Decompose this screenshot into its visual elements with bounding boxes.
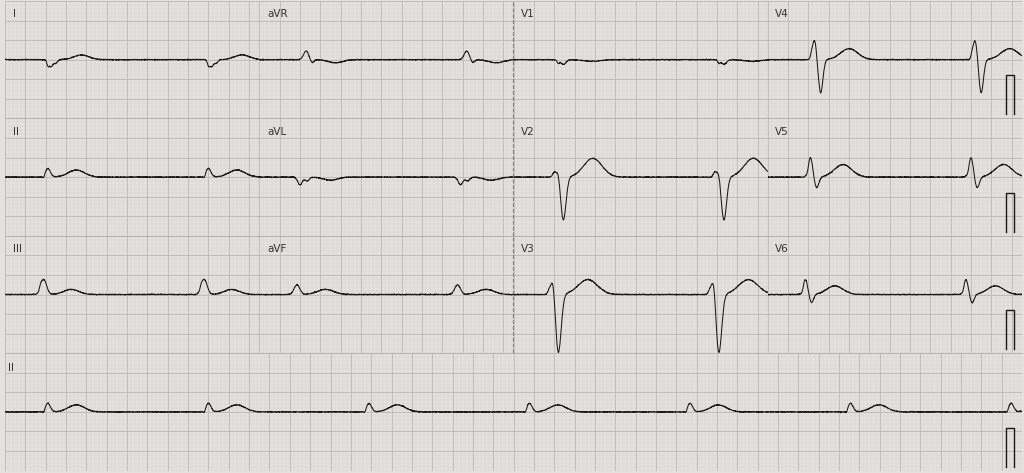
Text: V2: V2 bbox=[521, 127, 535, 137]
Text: V5: V5 bbox=[775, 127, 790, 137]
Text: aVL: aVL bbox=[267, 127, 286, 137]
Text: III: III bbox=[12, 244, 22, 254]
Text: V3: V3 bbox=[521, 244, 535, 254]
Text: aVF: aVF bbox=[267, 244, 287, 254]
Text: II: II bbox=[8, 363, 14, 373]
Text: aVR: aVR bbox=[267, 9, 288, 19]
Text: V1: V1 bbox=[521, 9, 535, 19]
Text: V6: V6 bbox=[775, 244, 790, 254]
Text: I: I bbox=[12, 9, 15, 19]
Text: II: II bbox=[12, 127, 18, 137]
Text: V4: V4 bbox=[775, 9, 790, 19]
